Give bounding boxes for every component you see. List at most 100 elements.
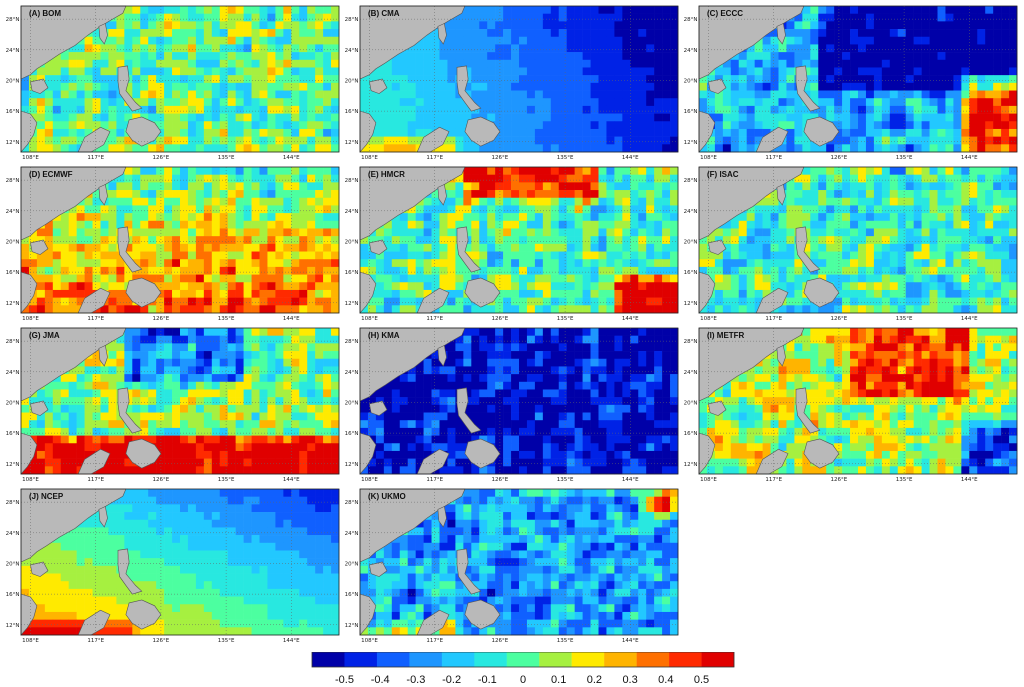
colorbar-tick-label: -0.2 xyxy=(442,674,461,685)
lon-tick-label: 108°E xyxy=(22,638,39,644)
lon-tick-label: 108°E xyxy=(22,316,39,322)
map-frame xyxy=(698,5,1018,153)
lon-tick-label: 108°E xyxy=(361,477,378,483)
lat-tick-label: 24°N xyxy=(345,209,359,215)
land-mass xyxy=(359,166,466,241)
land-mass xyxy=(776,23,786,45)
lon-tick-label: 135°E xyxy=(557,316,574,322)
map-frame xyxy=(359,488,679,636)
lon-tick-label: 144°E xyxy=(622,477,639,483)
lat-tick-label: 28°N xyxy=(6,339,20,345)
land-mass xyxy=(20,488,127,563)
land-mass xyxy=(30,400,49,416)
lat-tick-label: 20°N xyxy=(6,400,20,406)
map-canvas: 28°N 24°N 20°N 16°N 12°N 108°E 117°E 126°E 135°E… xyxy=(345,5,679,161)
lon-tick-label: 144°E xyxy=(622,316,639,322)
lon-tick-label: 117°E xyxy=(87,155,104,161)
lat-tick-label: 24°N xyxy=(6,531,20,537)
land-mass xyxy=(708,78,727,94)
map-panel-eccc: 28°N 24°N 20°N 16°N 12°N 108°E 117°E 126°E 135°E… xyxy=(684,3,1020,163)
lat-tick-label: 16°N xyxy=(6,431,20,437)
panel-title: (D) ECMWF xyxy=(29,170,73,179)
lon-tick-label: 117°E xyxy=(765,316,782,322)
colorbar-swatch xyxy=(506,652,540,667)
lat-tick-label: 16°N xyxy=(345,270,359,276)
lat-tick-label: 28°N xyxy=(684,178,698,184)
colorbar-swatch xyxy=(376,652,410,667)
lat-tick-label: 20°N xyxy=(6,78,20,84)
lon-tick-label: 135°E xyxy=(896,155,913,161)
lat-tick-label: 12°N xyxy=(6,140,20,146)
lat-tick-label: 28°N xyxy=(345,500,359,506)
lon-tick-label: 126°E xyxy=(492,638,509,644)
lat-tick-label: 24°N xyxy=(684,370,698,376)
lon-tick-label: 135°E xyxy=(557,638,574,644)
land-mass xyxy=(776,184,786,206)
land-mass xyxy=(464,599,501,630)
lon-tick-label: 144°E xyxy=(961,155,978,161)
land-mass xyxy=(795,387,821,434)
lon-tick-label: 126°E xyxy=(492,316,509,322)
land-mass xyxy=(456,548,482,595)
map-canvas: 28°N 24°N 20°N 16°N 12°N 108°E 117°E 126°E 135°E… xyxy=(6,5,340,161)
lon-tick-label: 135°E xyxy=(896,477,913,483)
land-mass xyxy=(698,166,805,241)
land-mass xyxy=(117,548,143,595)
map-panel-isac: 28°N 24°N 20°N 16°N 12°N 108°E 117°E 126°E 135°E… xyxy=(684,164,1020,324)
map-panel-jma: 28°N 24°N 20°N 16°N 12°N 108°E 117°E 126°E 135°E… xyxy=(6,325,342,485)
lat-tick-label: 28°N xyxy=(6,178,20,184)
lon-tick-label: 126°E xyxy=(492,477,509,483)
lon-tick-label: 144°E xyxy=(622,638,639,644)
lon-tick-label: 126°E xyxy=(153,477,170,483)
land-mass xyxy=(20,5,127,80)
lon-tick-label: 135°E xyxy=(896,316,913,322)
lat-tick-label: 16°N xyxy=(684,109,698,115)
land-mass xyxy=(456,226,482,273)
land-mass xyxy=(776,345,786,367)
land-mass xyxy=(98,506,108,528)
map-canvas: 28°N 24°N 20°N 16°N 12°N 108°E 117°E 126°E 135°E… xyxy=(345,166,679,322)
map-frame xyxy=(20,488,340,636)
land-mass xyxy=(369,239,388,255)
lon-tick-label: 117°E xyxy=(426,316,443,322)
land-mass xyxy=(437,23,447,45)
land-mass xyxy=(803,438,840,469)
panel-title: (G) JMA xyxy=(29,331,60,340)
colorbar-swatch xyxy=(701,652,735,667)
lon-tick-label: 126°E xyxy=(153,638,170,644)
lat-tick-label: 20°N xyxy=(684,78,698,84)
lat-tick-label: 16°N xyxy=(684,270,698,276)
lon-tick-label: 126°E xyxy=(492,155,509,161)
colorbar-tick-label: -0.4 xyxy=(371,674,390,685)
map-frame xyxy=(698,166,1018,314)
lat-tick-label: 20°N xyxy=(6,239,20,245)
lat-tick-label: 20°N xyxy=(684,239,698,245)
lat-tick-label: 28°N xyxy=(345,17,359,23)
lon-tick-label: 108°E xyxy=(361,155,378,161)
lon-tick-label: 117°E xyxy=(765,477,782,483)
lon-tick-label: 117°E xyxy=(87,638,104,644)
land-mass xyxy=(369,400,388,416)
lon-tick-label: 135°E xyxy=(557,155,574,161)
lon-tick-label: 108°E xyxy=(700,477,717,483)
lon-tick-label: 144°E xyxy=(283,316,300,322)
lat-tick-label: 24°N xyxy=(684,209,698,215)
lat-tick-label: 12°N xyxy=(6,462,20,468)
map-frame xyxy=(698,327,1018,475)
land-mass xyxy=(20,166,127,241)
map-panel-cma: 28°N 24°N 20°N 16°N 12°N 108°E 117°E 126°E 135°E… xyxy=(345,3,681,163)
panel-title: (I) METFR xyxy=(707,331,745,340)
land-mass xyxy=(698,327,805,402)
lat-tick-label: 28°N xyxy=(684,339,698,345)
lat-tick-label: 28°N xyxy=(345,178,359,184)
land-mass xyxy=(795,226,821,273)
colorbar-swatch xyxy=(571,652,605,667)
lat-tick-label: 24°N xyxy=(6,209,20,215)
land-mass xyxy=(20,327,127,402)
land-mass xyxy=(437,506,447,528)
lon-tick-label: 135°E xyxy=(218,477,235,483)
map-canvas: 28°N 24°N 20°N 16°N 12°N 108°E 117°E 126°E 135°E… xyxy=(6,488,340,644)
lon-tick-label: 108°E xyxy=(22,477,39,483)
colorbar-swatch xyxy=(344,652,378,667)
land-mass xyxy=(464,277,501,308)
